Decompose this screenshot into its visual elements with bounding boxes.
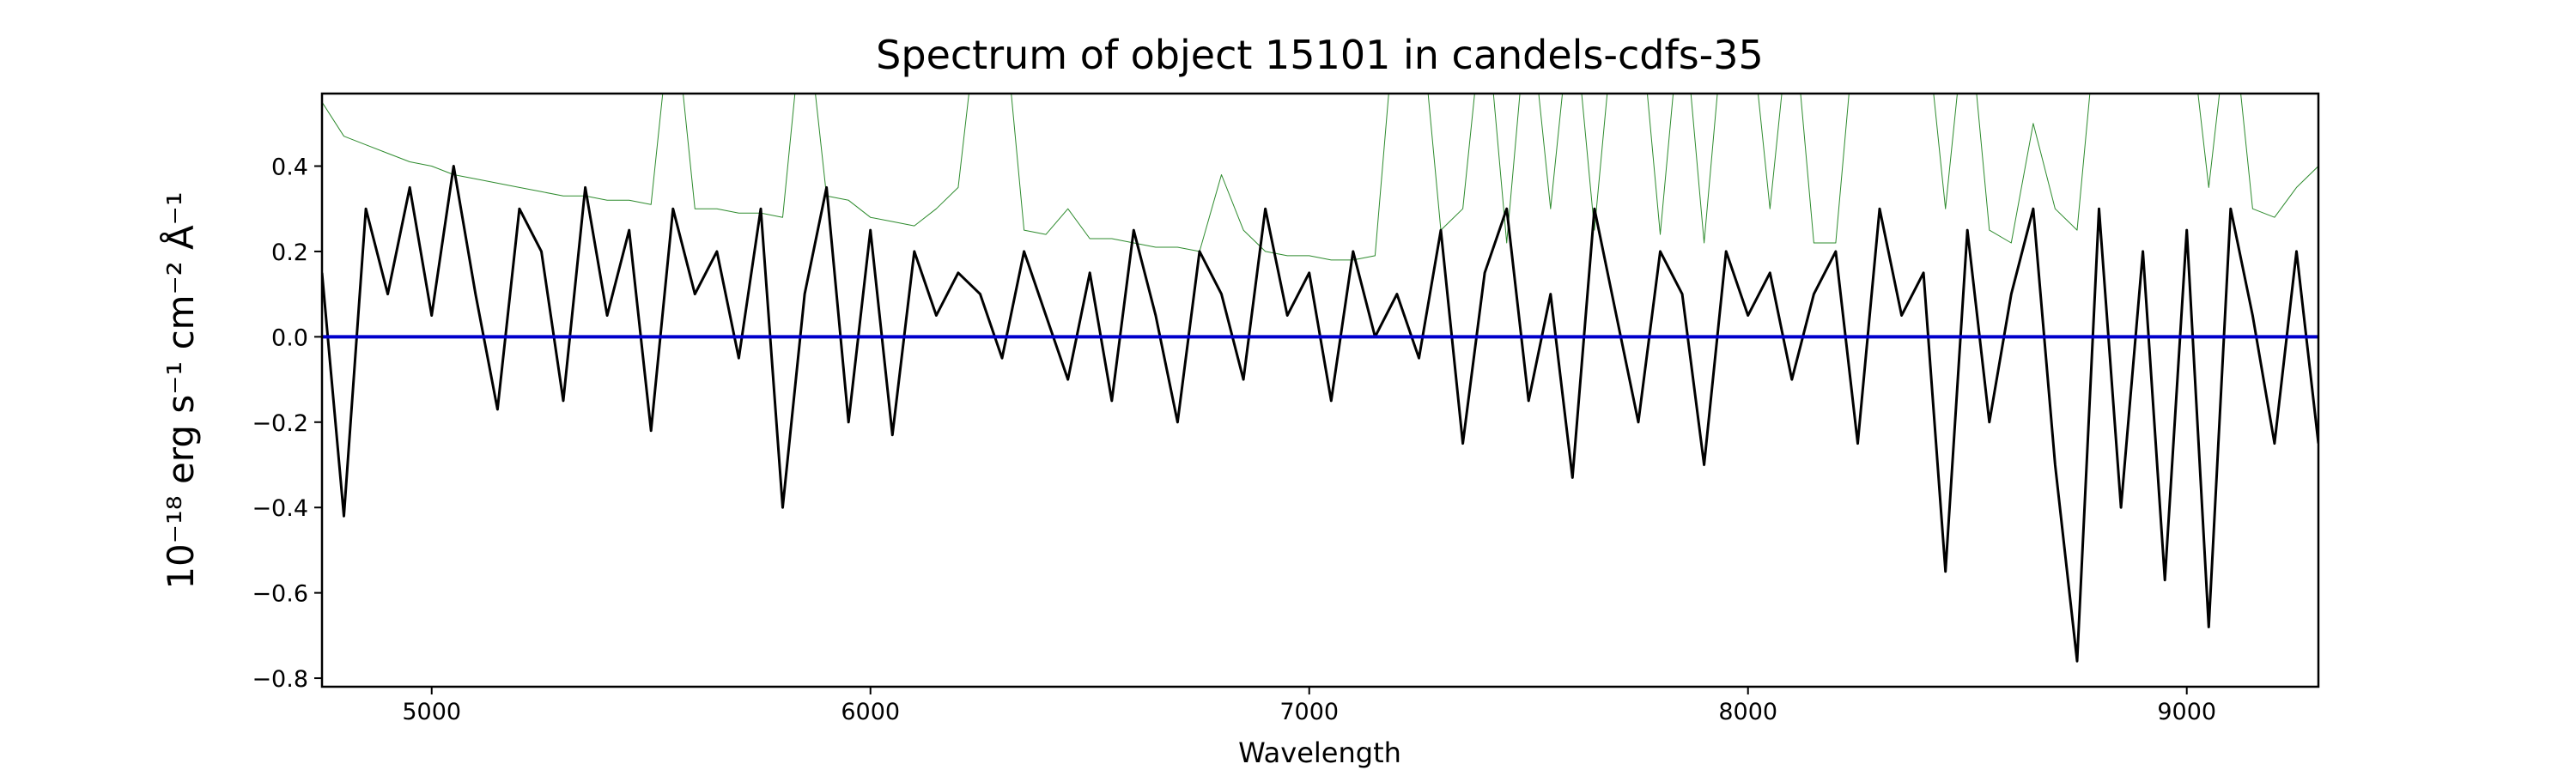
spectrum-line xyxy=(322,94,2318,261)
y-axis-label: 10⁻¹⁸ erg s⁻¹ cm⁻² Å⁻¹ xyxy=(159,191,202,589)
y-tick-label: −0.6 xyxy=(252,581,308,608)
x-tick-label: 5000 xyxy=(402,699,461,725)
x-tick-label: 8000 xyxy=(1718,699,1777,725)
y-tick-label: 0.0 xyxy=(271,324,308,351)
x-axis-label: Wavelength xyxy=(1238,737,1401,769)
x-tick-label: 9000 xyxy=(2157,699,2216,725)
y-tick-label: 0.2 xyxy=(271,239,308,266)
y-tick-label: −0.4 xyxy=(252,495,308,522)
chart-title: Spectrum of object 15101 in candels-cdfs… xyxy=(876,32,1764,78)
x-tick-label: 7000 xyxy=(1279,699,1339,725)
y-tick-label: −0.2 xyxy=(252,410,308,437)
spectrum-line xyxy=(322,165,2318,663)
plot-frame xyxy=(320,92,2320,688)
y-tick-label: −0.8 xyxy=(252,666,308,693)
y-tick-label: 0.4 xyxy=(271,155,308,181)
plot-area xyxy=(322,94,2318,663)
x-tick-label: 6000 xyxy=(841,699,900,725)
